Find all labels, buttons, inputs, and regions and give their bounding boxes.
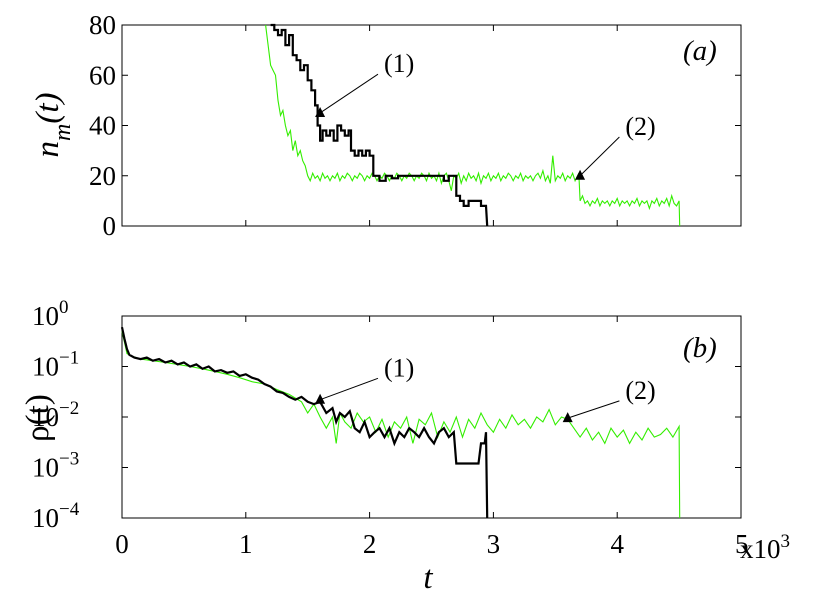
ytick-label: 40 bbox=[89, 111, 116, 141]
xtick-label: 4 bbox=[610, 529, 624, 559]
ytick-label: 20 bbox=[89, 161, 116, 191]
series-1-line bbox=[270, 23, 489, 227]
xtick-label: 2 bbox=[363, 529, 377, 559]
panel-a-ylabel: nm(t) bbox=[30, 93, 76, 158]
xtick-label: 0 bbox=[115, 529, 129, 559]
xtick-label: 5 bbox=[735, 529, 749, 559]
panel-b-plot bbox=[120, 326, 681, 519]
ytick-exp: −3 bbox=[59, 449, 79, 470]
annotation-label: (1) bbox=[384, 49, 414, 78]
ytick-base: 10 bbox=[32, 402, 59, 432]
annotation-arrow bbox=[579, 136, 620, 177]
series-2-line bbox=[265, 24, 681, 227]
ytick-label: 100 bbox=[32, 297, 69, 331]
ytick-label: 80 bbox=[89, 10, 116, 40]
panel-b-annotations: (1) (2) bbox=[315, 353, 656, 423]
xtick-label: 1 bbox=[239, 529, 253, 559]
panel-a-ylabel-sub: m bbox=[50, 124, 76, 141]
ytick-base: 10 bbox=[32, 453, 59, 483]
series-1-line bbox=[120, 326, 489, 519]
ytick-label: 10−1 bbox=[32, 348, 79, 382]
panel-a-yticks: 0 20 40 60 80 bbox=[89, 10, 741, 241]
panel-b-xticks: 0 1 2 3 4 5 bbox=[115, 316, 749, 559]
annotation-arrowhead bbox=[575, 169, 586, 180]
ytick-base: 10 bbox=[32, 352, 59, 382]
annotation-label: (2) bbox=[625, 112, 655, 141]
ytick-label: 10−4 bbox=[32, 499, 80, 533]
panel-a-label: (a) bbox=[683, 35, 717, 67]
x-multiplier-base: x10 bbox=[740, 534, 781, 564]
annotation-arrow bbox=[567, 400, 620, 419]
annotation-arrow bbox=[319, 73, 379, 114]
ytick-base: 10 bbox=[32, 301, 59, 331]
annotation-arrow bbox=[319, 377, 379, 401]
xtick-label: 3 bbox=[487, 529, 501, 559]
panel-b-ylabel: ρ(t) bbox=[20, 394, 56, 442]
annotation-arrowhead bbox=[315, 106, 326, 117]
panel-b-xlabel: t bbox=[423, 560, 433, 596]
ytick-label: 10−2 bbox=[32, 398, 79, 432]
ytick-label: 10−3 bbox=[32, 449, 79, 483]
ytick-exp: 0 bbox=[59, 297, 69, 318]
panel-b-frame bbox=[121, 315, 742, 519]
ytick-label: 0 bbox=[103, 211, 117, 241]
panel-a-xticks bbox=[121, 25, 742, 226]
panel-b-label: (b) bbox=[683, 332, 717, 364]
panel-a-ylabel-tail: (t) bbox=[30, 93, 66, 124]
ytick-exp: −1 bbox=[59, 348, 79, 369]
x-multiplier-exp: 3 bbox=[781, 531, 791, 552]
ytick-exp: −2 bbox=[59, 398, 79, 419]
annotation-arrowhead bbox=[562, 412, 573, 423]
annotation-label: (2) bbox=[625, 376, 655, 405]
panel-a-ylabel-main: n bbox=[30, 141, 66, 158]
panel-a-annotations: (1) (2) bbox=[315, 49, 656, 180]
annotation-arrowhead bbox=[315, 393, 326, 404]
panel-a: 0 20 40 60 80 (a) (1) (2) nm(t) bbox=[30, 10, 742, 241]
x-multiplier: x103 bbox=[740, 531, 790, 564]
ytick-exp: −4 bbox=[59, 499, 80, 520]
ytick-label: 60 bbox=[89, 60, 116, 90]
panel-a-plot bbox=[265, 23, 681, 227]
annotation-label: (1) bbox=[384, 353, 414, 382]
ytick-base: 10 bbox=[32, 503, 59, 533]
